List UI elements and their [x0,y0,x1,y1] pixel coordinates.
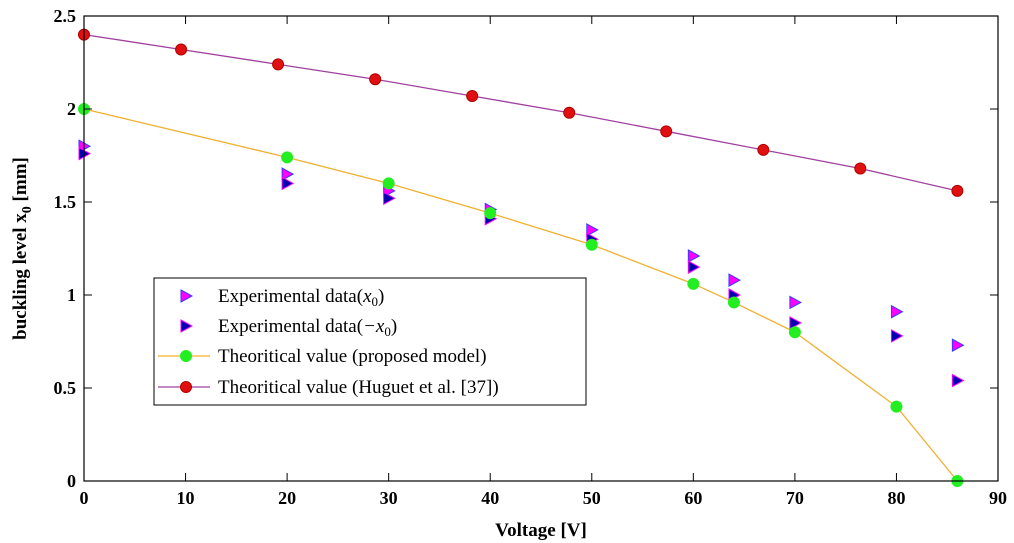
legend-label: Experimental data(x0) [218,286,384,309]
x-axis-title: Voltage [V] [495,520,587,541]
data-point-series-4 [563,106,576,119]
y-axis-title: buckling level x0 [mm] [10,157,35,340]
data-point-series-2 [789,316,802,330]
x-tick-label: 40 [481,488,499,508]
x-tick-label: 0 [80,488,89,508]
data-point-series-3 [890,400,903,413]
legend-marker [180,289,194,303]
data-point-series-2 [383,191,396,206]
y-axis-title-subscript: 0 [20,206,35,213]
y-axis-title-unit: [mm] [10,157,31,206]
data-point-series-2 [281,176,295,191]
data-point-series-1 [728,273,741,287]
data-point-series-1 [687,249,701,263]
data-point-series-3 [281,151,294,164]
data-point-series-3 [382,177,395,190]
x-tick-label: 10 [177,488,195,508]
legend-label-math: −x [363,316,385,337]
legend-label: Theoritical value (Huguet et al. [37]) [218,377,499,398]
data-point-series-4 [175,43,188,56]
data-point-series-4 [369,73,382,86]
data-point-series-3 [687,277,700,290]
y-axis-title-main: buckling level x [10,213,31,340]
legend-label-text: Theoritical value (proposed model) [218,346,487,367]
x-tick-label: 60 [684,488,702,508]
legend-marker [180,381,192,393]
legend-box [153,277,587,406]
legend-marker [180,319,194,333]
y-axis: 0 0.5 1 1.5 2 2.5 [54,6,998,491]
data-point-series-1 [951,338,965,353]
data-point-series-1 [281,167,295,181]
y-tick-label: 0 [67,471,76,491]
plot-frame [83,15,999,482]
y-tick-label: 2.5 [54,6,77,26]
y-tick-label: 1 [67,285,76,305]
data-point-series-4 [466,89,479,102]
y-tick-label: 2 [67,99,76,119]
x-tick-label: 20 [278,488,296,508]
series-markers [78,28,965,487]
data-point-series-3 [585,238,598,251]
data-point-series-1 [890,304,904,319]
x-tick-label: 70 [786,488,804,508]
data-point-series-4 [660,125,673,138]
data-point-series-2 [687,260,701,274]
data-point-series-1 [586,223,599,237]
data-point-series-3 [727,296,740,309]
data-point-series-4 [272,58,285,71]
legend-label-subscript: 0 [384,324,391,339]
legend-label-math: x [362,286,372,307]
legend: Experimental data(x0)Experimental data(−… [153,277,587,406]
x-tick-label: 80 [887,488,905,508]
legend-marker [180,350,192,362]
data-point-series-1 [789,295,802,310]
data-point-series-4 [854,162,867,175]
legend-label-close: ) [391,316,397,337]
data-point-series-3 [484,207,497,220]
legend-label: Theoritical value (proposed model) [218,346,487,367]
legend-label-text: Theoritical value (Huguet et al. [37]) [218,377,499,398]
legend-label-subscript: 0 [372,294,379,309]
data-point-series-4 [951,184,964,197]
y-tick-label: 1.5 [54,192,77,212]
x-tick-label: 90 [989,488,1007,508]
x-tick-label: 30 [380,488,398,508]
legend-label-close: ) [378,286,384,307]
data-point-series-3 [788,326,801,339]
legend-label-text: Experimental data( [218,286,363,307]
legend-label: Experimental data(−x0) [218,316,397,339]
x-tick-label: 50 [583,488,601,508]
data-point-series-2 [890,329,904,343]
y-tick-label: 0.5 [54,378,77,398]
series-line-4 [83,33,958,192]
series-lines [83,33,958,482]
legend-label-text: Experimental data( [218,316,363,337]
series-line-3 [83,108,958,482]
x-axis: 0 10 20 30 40 50 60 70 80 90 [80,16,1007,508]
data-point-series-4 [757,143,770,156]
data-point-series-2 [951,373,965,388]
